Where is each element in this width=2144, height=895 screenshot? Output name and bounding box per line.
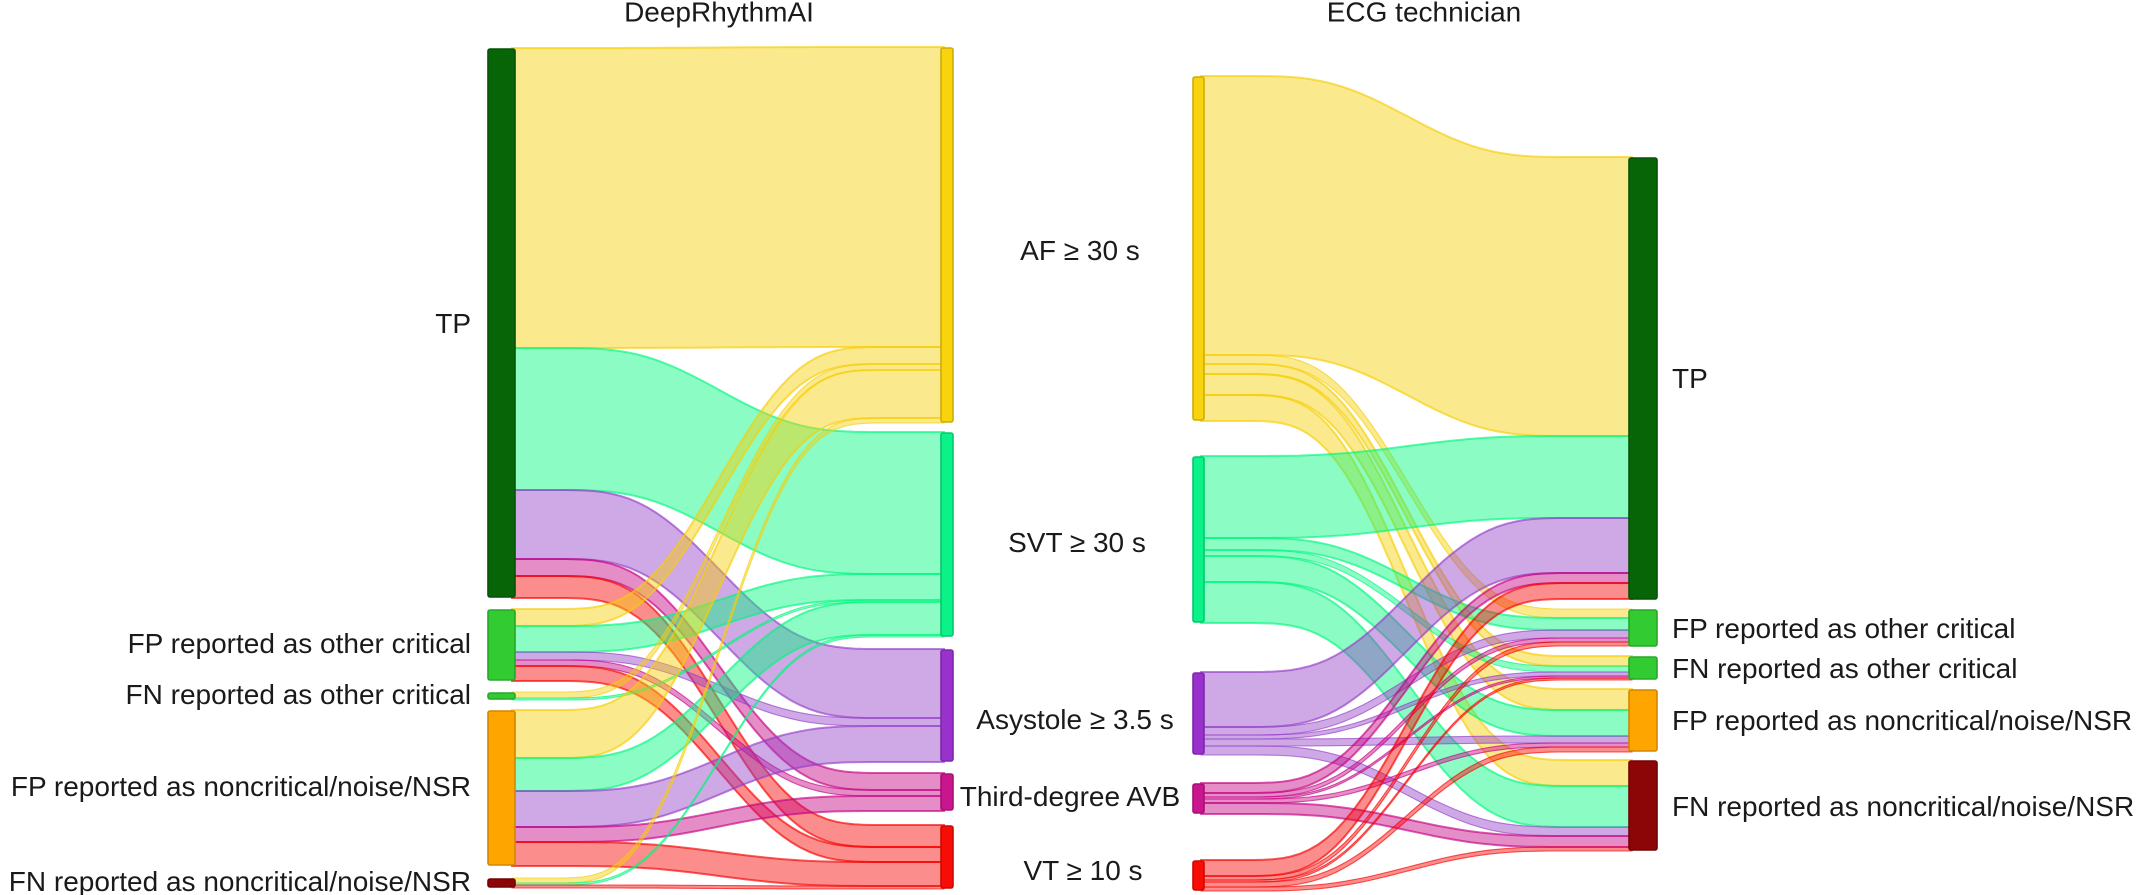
svg-text:DeepRhythmAI: DeepRhythmAI [624,0,814,28]
svg-text:TP: TP [435,308,471,339]
svg-text:ECG technician: ECG technician [1327,0,1522,28]
svg-text:FP reported as other critical: FP reported as other critical [128,628,471,659]
svg-text:FP reported as noncritical/noi: FP reported as noncritical/noise/NSR [1672,705,2132,736]
svg-text:AF ≥ 30 s: AF ≥ 30 s [1020,235,1140,266]
svg-text:FP reported as noncritical/noi: FP reported as noncritical/noise/NSR [11,771,471,802]
svg-text:TP: TP [1672,363,1708,394]
svg-text:Third-degree AVB: Third-degree AVB [960,781,1181,812]
svg-text:FN reported as other critical: FN reported as other critical [126,679,471,710]
svg-text:FP reported as other critical: FP reported as other critical [1672,613,2015,644]
svg-text:SVT ≥ 30 s: SVT ≥ 30 s [1008,527,1146,558]
svg-text:FN reported as other critical: FN reported as other critical [1672,653,2017,684]
svg-text:FN reported as noncritical/noi: FN reported as noncritical/noise/NSR [1672,791,2134,822]
svg-text:VT ≥ 10 s: VT ≥ 10 s [1023,855,1142,886]
svg-text:FN reported as noncritical/noi: FN reported as noncritical/noise/NSR [9,866,471,895]
svg-text:Asystole ≥ 3.5 s: Asystole ≥ 3.5 s [976,704,1173,735]
